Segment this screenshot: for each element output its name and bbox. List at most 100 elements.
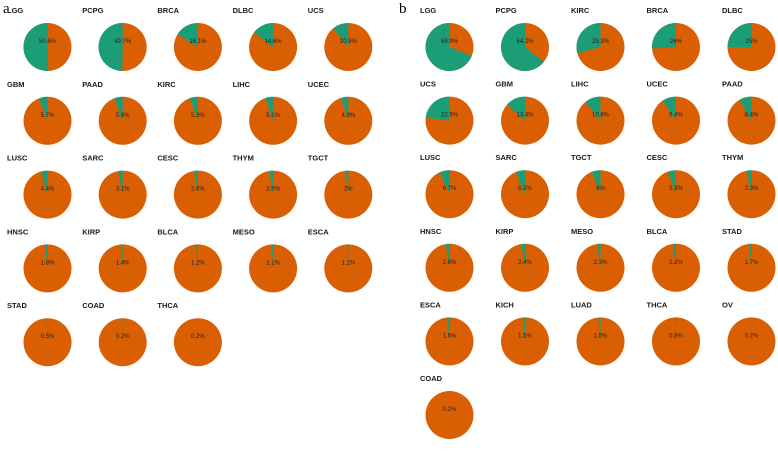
pie-title: COAD: [420, 374, 443, 383]
pie-slice-value: [447, 317, 450, 342]
pie-a-sarc: SARC 3.1%: [82, 154, 147, 219]
pie-title: MESO: [233, 227, 255, 236]
pie-b-hnsc: HNSC 2.6%: [420, 227, 474, 292]
pie-value-label: 1.4%: [116, 260, 130, 266]
pie-value-label: 6.7%: [443, 186, 457, 192]
pie-value-label: 4.9%: [341, 113, 355, 119]
pie-b-thca: THCA 0.8%: [647, 300, 700, 366]
pie-slice-value: [425, 96, 450, 121]
pie-value-label: 5.7%: [41, 113, 55, 119]
pie-slice-value: [271, 244, 274, 269]
pie-slice-value: [269, 170, 274, 195]
pie-title: LGG: [7, 6, 23, 15]
pie-slice-value: [439, 170, 450, 195]
pie-a-gbm: GBM 5.7%: [7, 80, 72, 145]
pie-value-label: 1.5%: [594, 333, 608, 339]
pie-title: KIRC: [157, 80, 176, 89]
pie-slice-value: [120, 244, 123, 269]
pie-slice-value: [194, 170, 198, 195]
pie-title: MESO: [571, 227, 593, 236]
pie-a-brca: BRCA 16.1%: [157, 6, 222, 71]
pie-a-kirp: KIRP 1.4%: [82, 227, 147, 293]
pie-slice-value: [345, 170, 349, 195]
pie-value-label: 10.8%: [592, 113, 610, 119]
pie-value-label: 25%: [745, 39, 758, 45]
pie-a-meso: MESO 1.1%: [233, 227, 298, 293]
pie-slice-value: [346, 244, 349, 269]
pie-value-label: 13.4%: [516, 113, 534, 119]
pie-a-coad: COAD 0.2%: [82, 301, 147, 367]
pie-b-gbm: GBM 13.4%: [496, 80, 549, 145]
pie-value-label: 0.8%: [669, 333, 683, 339]
pie-title: STAD: [722, 227, 742, 236]
pie-slice-value: [597, 243, 601, 268]
pie-value-label: 1.2%: [191, 260, 205, 266]
pie-title: KIRP: [496, 227, 514, 236]
pie-title: THYM: [722, 153, 743, 162]
pie-value-label: 14.6%: [265, 39, 283, 45]
pie-title: KIRP: [82, 227, 100, 236]
pie-value-label: 49.7%: [114, 39, 132, 45]
pie-title: ESCA: [308, 227, 329, 236]
pie-title: THCA: [647, 300, 668, 309]
pie-slice-value: [341, 96, 349, 121]
pie-slice-value: [46, 318, 48, 343]
pie-title: STAD: [7, 301, 27, 310]
pie-b-brca: BRCA 26%: [647, 6, 700, 71]
pie-slice-value: [265, 96, 274, 121]
pie-title: CESC: [647, 153, 668, 162]
pie-a-kirc: KIRC 5.3%: [157, 80, 222, 145]
pie-value-label: 64.2%: [516, 39, 534, 45]
pie-b-pcpg: PCPG 64.2%: [496, 6, 549, 71]
pie-slice-value: [576, 23, 601, 54]
pie-a-ucs: UCS 10.9%: [308, 6, 373, 71]
pie-title: KIRC: [571, 6, 590, 15]
pie-title: PAAD: [722, 80, 743, 89]
pie-b-kirc: KIRC 29.3%: [571, 6, 625, 71]
pie-slice-remainder: [652, 96, 700, 145]
pie-title: UCEC: [308, 80, 330, 89]
pie-title: DLBC: [233, 6, 254, 15]
pie-b-paad: PAAD 8.4%: [722, 80, 776, 145]
pie-value-label: 0.5%: [41, 334, 55, 340]
pie-a-paad: PAAD 5.6%: [82, 80, 147, 145]
pie-value-label: 5.3%: [669, 186, 683, 192]
pie-title: OV: [722, 300, 733, 309]
pie-value-label: 3.3%: [745, 186, 759, 192]
pie-a-tgct: TGCT 2%: [308, 154, 373, 219]
pie-value-label: 0.2%: [443, 407, 457, 413]
pie-slice-remainder: [576, 96, 625, 145]
pie-a-hnsc: HNSC 1.8%: [7, 227, 72, 293]
panel-b-letter: b: [399, 1, 407, 17]
pie-slice-value: [515, 170, 525, 195]
pie-title: BLCA: [157, 227, 178, 236]
pie-slice-value: [522, 317, 525, 342]
pie-slice-value: [521, 243, 525, 268]
panel-a-pies: LGG 50.6% PCPG 49.7% BRCA 16.1% DLBC 14.6% UCS 10…: [7, 6, 373, 367]
pie-title: UCS: [420, 80, 436, 89]
pie-title: ESCA: [420, 300, 441, 309]
pie-title: CESC: [157, 154, 178, 163]
pie-slice-remainder: [727, 96, 776, 145]
pie-title: LIHC: [233, 80, 251, 89]
pie-title: BRCA: [647, 6, 669, 15]
pie-slice-value: [591, 170, 601, 195]
pie-value-label: 68.9%: [441, 39, 459, 45]
pie-slice-value: [598, 317, 601, 342]
pie-title: LUSC: [7, 154, 28, 163]
pie-a-thca: THCA 0.2%: [157, 301, 222, 367]
pie-value-label: 0.2%: [745, 333, 759, 339]
pie-slice-value: [662, 96, 676, 121]
pie-slice-value: [196, 244, 198, 269]
pie-title: DLBC: [722, 6, 743, 15]
pie-title: LIHC: [571, 80, 589, 89]
pie-a-lgg: LGG 50.6%: [7, 6, 72, 71]
pie-value-label: 5.1%: [266, 113, 280, 119]
pie-value-label: 1.6%: [443, 333, 457, 339]
pie-value-label: 9.4%: [669, 113, 683, 119]
pie-value-label: 2.6%: [443, 260, 457, 266]
pie-title: UCS: [308, 6, 324, 15]
pie-slice-value: [739, 96, 752, 121]
pie-title: HNSC: [420, 227, 442, 236]
pie-b-lihc: LIHC 10.8%: [571, 80, 625, 145]
